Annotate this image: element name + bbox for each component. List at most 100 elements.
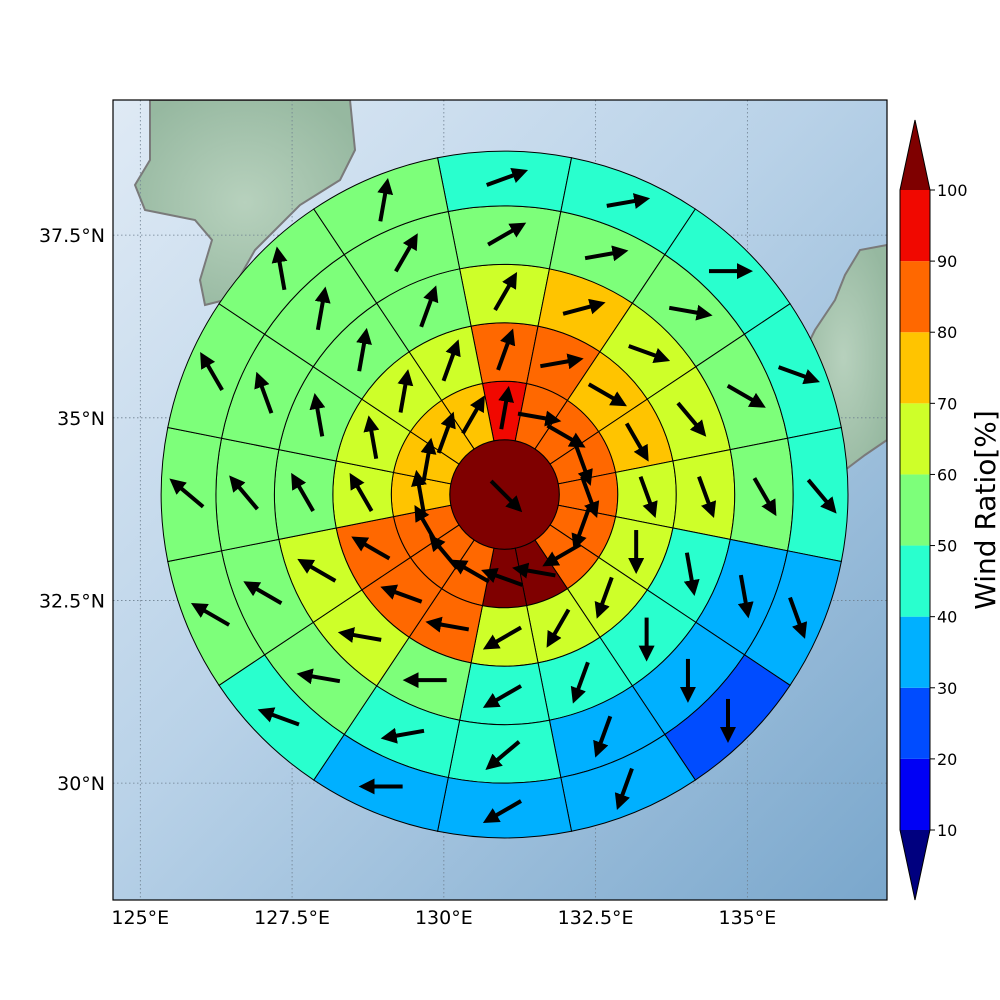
wind-arrow: [380, 727, 425, 744]
colorbar-bin: [900, 545, 930, 617]
wind-arrow: [512, 562, 556, 579]
y-tick-label: 35°N: [57, 408, 105, 430]
colorbar-tick-label: 80: [937, 323, 957, 342]
wind-arrow: [593, 715, 613, 758]
wind-arrow: [676, 401, 707, 437]
wind-arrow: [570, 661, 590, 704]
wind-arrow: [425, 616, 470, 633]
wind-arrow: [573, 443, 593, 486]
wind-arrow: [788, 596, 808, 639]
x-tick-label: 132.5°E: [558, 907, 634, 929]
wind-arrow: [351, 536, 391, 561]
colorbar-bin: [900, 758, 930, 830]
wind-arrow: [486, 167, 529, 187]
colorbar-bin: [900, 474, 930, 546]
wind-arrow: [493, 271, 518, 312]
y-axis-ticks: 30°N 32.5°N 35°N 37.5°N: [39, 225, 105, 795]
colorbar-label: Wind Ratio[%]: [969, 410, 1000, 610]
wind-arrow: [614, 767, 634, 810]
wind-arrow: [638, 475, 658, 519]
wind-sector: [436, 776, 573, 839]
wind-arrow: [777, 365, 820, 385]
colorbar-tick-label: 40: [937, 608, 957, 627]
wind-arrow: [498, 385, 514, 430]
wind-arrow: [461, 395, 485, 435]
wind-arrow: [668, 304, 713, 321]
wind-arrow: [485, 740, 521, 770]
wind-arrow: [562, 298, 606, 316]
wind-arrow: [414, 505, 439, 545]
korea-peninsula-land: [133, 100, 357, 307]
colorbar-tick-label: 90: [937, 252, 957, 271]
wind-arrow: [363, 415, 380, 460]
wind-arrow: [487, 222, 527, 247]
wind-arrow: [441, 339, 461, 382]
wind-arrow: [624, 422, 649, 462]
wind-arrow: [481, 567, 524, 587]
colorbar: 10 20 30 40 50 60 70 80 90 100 Wind Ratio[%]: [899, 119, 1000, 901]
wind-arrow: [271, 246, 288, 291]
wind-sector: [436, 150, 573, 213]
wind-arrow: [546, 423, 586, 448]
wind-arrow: [229, 475, 259, 511]
wind-arrow: [584, 245, 629, 262]
colorbar-bin: [900, 190, 930, 262]
wind-arrow: [542, 542, 582, 567]
wind-arrow: [356, 327, 372, 372]
wind-arrow: [571, 508, 591, 551]
wind-arrow: [420, 437, 437, 482]
wind-arrow: [517, 410, 562, 427]
wind-arrow: [254, 371, 274, 414]
wind-arrow: [297, 558, 337, 583]
wind-arrow: [429, 534, 459, 570]
y-tick-label: 30°N: [57, 773, 105, 795]
y-tick-label: 37.5°N: [39, 225, 105, 247]
wind-arrow: [752, 477, 777, 517]
wind-arrow: [200, 351, 224, 392]
wind-arrow: [394, 233, 418, 273]
wind-arrow: [726, 384, 766, 408]
colorbar-extend-bottom: [900, 830, 930, 900]
wind-arrow: [594, 576, 614, 619]
wind-arrow: [419, 285, 439, 328]
wind-arrow: [436, 411, 456, 454]
colorbar-tick-label: 100: [937, 181, 968, 200]
colorbar-tick-label: 30: [937, 679, 957, 698]
wind-arrow: [309, 393, 326, 437]
wind-arrow: [190, 602, 231, 627]
wind-arrow: [546, 608, 571, 648]
wind-arrow: [606, 193, 651, 209]
wind-arrow: [683, 552, 700, 597]
wind-arrow: [450, 559, 490, 584]
map-axes: 125°E 127.5°E 130°E 132.5°E 135°E 30°N 32.5°N…: [39, 99, 888, 929]
wind-arrow: [377, 177, 394, 222]
colorbar-bin: [900, 332, 930, 404]
wind-arrow: [482, 799, 523, 824]
wind-arrow: [697, 475, 717, 519]
wind-arrow: [628, 344, 671, 364]
x-tick-label: 127.5°E: [254, 907, 330, 929]
wind-arrow: [337, 627, 382, 643]
map-frame: [112, 99, 888, 901]
wind-arrow: [482, 625, 523, 650]
colorbar-extend-top: [900, 120, 930, 190]
wind-arrow: [411, 469, 427, 514]
wind-arrow: [587, 382, 627, 407]
colorbar-bin: [900, 403, 930, 475]
colorbar-bin: [900, 261, 930, 333]
x-tick-label: 130°E: [415, 907, 473, 929]
x-axis-ticks: 125°E 127.5°E 130°E 132.5°E 135°E: [111, 907, 776, 929]
colorbar-tick-label: 60: [937, 465, 957, 484]
colorbar-tick-label: 70: [937, 394, 957, 413]
wind-arrow: [496, 328, 516, 371]
wind-arrow: [580, 475, 600, 519]
colorbar-bin: [900, 616, 930, 688]
wind-arrow: [482, 684, 523, 708]
wind-sector: [787, 426, 849, 563]
x-tick-label: 125°E: [111, 907, 169, 929]
wind-arrow: [397, 369, 414, 413]
wind-arrow: [291, 472, 315, 512]
colorbar-tick-label: 10: [937, 821, 957, 840]
x-tick-label: 135°E: [718, 907, 776, 929]
